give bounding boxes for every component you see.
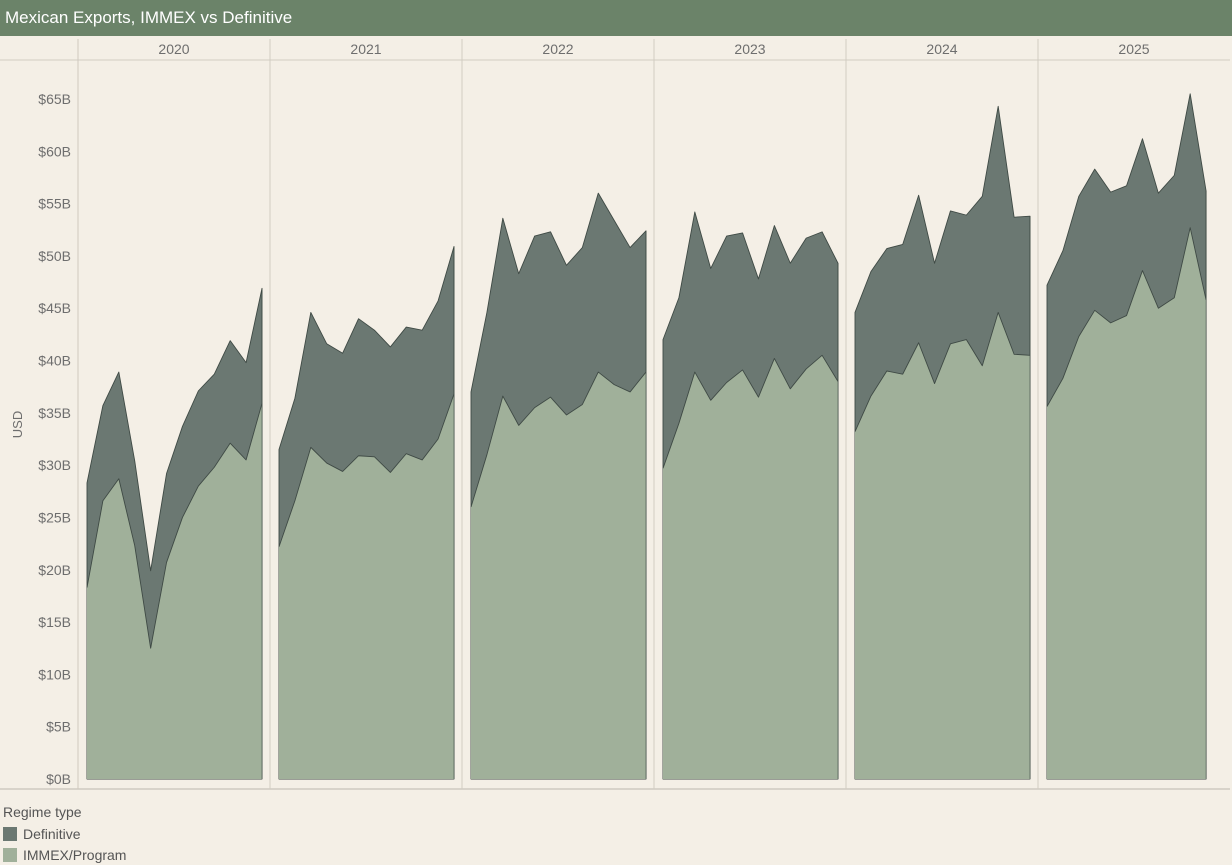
panel-2023: 2023 xyxy=(654,39,838,789)
chart-title: Mexican Exports, IMMEX vs Definitive xyxy=(0,0,1232,36)
legend-swatch-definitive xyxy=(3,827,17,841)
panel-2020: 2020 xyxy=(87,41,262,779)
legend-title: Regime type xyxy=(3,804,126,820)
y-axis-title: USD xyxy=(10,411,25,438)
y-tick-label: $60B xyxy=(38,143,71,159)
year-label-2023: 2023 xyxy=(734,41,765,57)
area-immex-2024[interactable] xyxy=(855,312,1030,779)
y-tick-label: $45B xyxy=(38,300,71,316)
y-axis: $0B $5B $10B $15B $20B $25B $30B $35B $40B $45B $5… xyxy=(10,91,71,787)
year-label-2022: 2022 xyxy=(542,41,573,57)
legend-item-immex[interactable]: IMMEX/Program xyxy=(3,844,126,865)
panel-2021: 2021 xyxy=(270,39,454,789)
legend-label-immex: IMMEX/Program xyxy=(23,847,126,863)
y-tick-label: $25B xyxy=(38,509,71,525)
area-immex-2022[interactable] xyxy=(471,372,646,779)
legend-item-definitive[interactable]: Definitive xyxy=(3,823,126,844)
year-label-2021: 2021 xyxy=(350,41,381,57)
y-tick-label: $65B xyxy=(38,91,71,107)
y-tick-label: $40B xyxy=(38,353,71,369)
area-chart: $0B $5B $10B $15B $20B $25B $30B $35B $40B $45B $5… xyxy=(0,36,1232,790)
panel-2025: 2025 xyxy=(1038,39,1206,789)
panel-2024: 2024 xyxy=(846,39,1030,789)
legend: Regime type Definitive IMMEX/Program xyxy=(3,804,126,865)
year-label-2025: 2025 xyxy=(1118,41,1149,57)
legend-swatch-immex xyxy=(3,848,17,862)
area-immex-2023[interactable] xyxy=(663,355,838,779)
legend-label-definitive: Definitive xyxy=(23,826,81,842)
y-tick-label: $15B xyxy=(38,614,71,630)
panel-2022: 2022 xyxy=(462,39,646,789)
year-label-2024: 2024 xyxy=(926,41,957,57)
y-tick-label: $5B xyxy=(46,719,71,735)
y-tick-label: $50B xyxy=(38,248,71,264)
y-tick-label: $30B xyxy=(38,457,71,473)
year-label-2020: 2020 xyxy=(158,41,189,57)
year-panels: 2020 2021 2022 2023 2024 2025 xyxy=(87,39,1206,789)
y-tick-label: $55B xyxy=(38,196,71,212)
y-tick-label: $35B xyxy=(38,405,71,421)
y-tick-label: $20B xyxy=(38,562,71,578)
y-tick-label: $10B xyxy=(38,666,71,682)
y-tick-label: $0B xyxy=(46,771,71,787)
